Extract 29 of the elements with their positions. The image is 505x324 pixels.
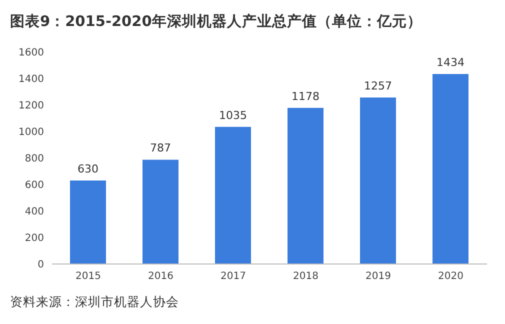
x-tick-label: 2017 [220,271,246,282]
data-label: 1434 [436,56,464,69]
data-label: 1178 [292,90,320,103]
bar [432,74,468,264]
x-tick-label: 2020 [438,271,464,282]
y-tick-label: 600 [24,180,44,192]
data-label: 1035 [219,108,247,122]
chart-title: 图表9：2015-2020年深圳机器人产业总产值（单位：亿元） [9,12,423,32]
x-tick-label: 2015 [76,271,101,282]
y-tick-label: 1400 [18,74,44,86]
x-tick-label: 2018 [293,271,318,282]
data-label: 1257 [364,79,392,92]
bar [142,160,178,264]
y-tick-label: 1200 [18,100,44,112]
y-tick-label: 0 [38,260,44,271]
y-tick-label: 200 [24,233,44,244]
y-tick-label: 400 [24,206,44,218]
data-label: 787 [150,142,171,155]
bar [70,180,106,264]
x-tick-label: 2016 [148,271,174,282]
y-tick-label: 1600 [18,48,44,59]
bar [360,97,396,264]
y-tick-label: 800 [24,154,44,165]
bar [215,126,251,264]
y-tick-label: 1000 [18,127,44,138]
data-label: 630 [78,162,98,176]
text: 资料来源：深圳市机器人协会 [9,293,180,311]
bar [288,108,324,264]
x-tick-label: 2019 [366,271,391,282]
